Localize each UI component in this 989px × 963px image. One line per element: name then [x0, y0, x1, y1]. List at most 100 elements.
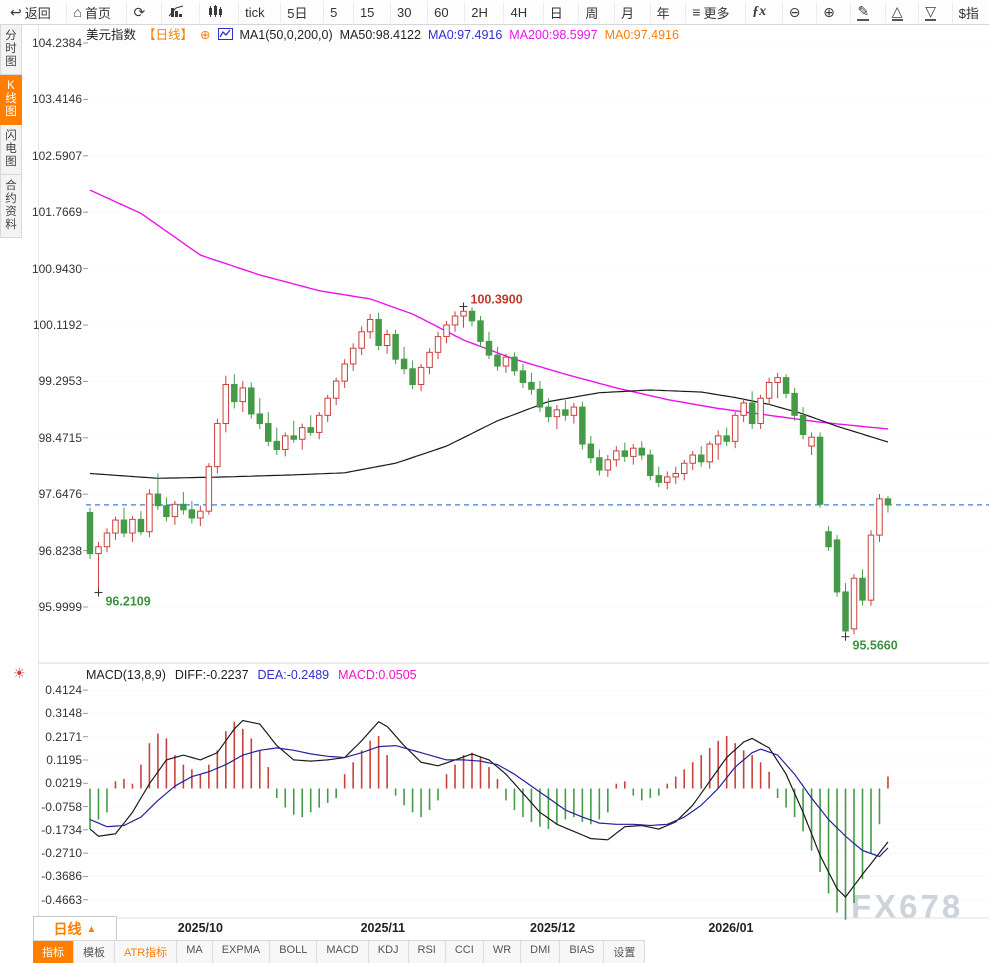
axis-tick-label: 103.4146 [31, 92, 82, 107]
candle-body [587, 443, 595, 459]
candle-body [825, 531, 832, 548]
add-indicator-icon[interactable]: ⊕ [200, 28, 211, 42]
bottom-tab-wr[interactable]: WR [483, 941, 522, 963]
candle-body [120, 519, 128, 534]
period-day-button[interactable]: 日 [542, 1, 569, 23]
candle-body [680, 462, 688, 475]
candle-body [392, 334, 399, 360]
candle-body [757, 397, 764, 425]
more-button[interactable]: ≡ 更多 [685, 1, 735, 23]
zoom-out-button[interactable]: ⊖ [781, 1, 807, 23]
candle-body [706, 443, 713, 463]
indicator-settings-icon[interactable]: ☀ [13, 665, 26, 681]
tick-button[interactable]: tick [238, 1, 271, 23]
bottom-tab-boll[interactable]: BOLL [270, 941, 318, 963]
indicator-tab-bar: 指标 模板 ATR指标 MA EXPMA BOLL MACD KDJ RSI CCI WR DMI BI… [33, 940, 646, 963]
area-chart-button[interactable] [160, 1, 190, 23]
zoom-in-button[interactable]: ⊕ [816, 1, 841, 23]
dollar-quote-button[interactable]: $指 [951, 1, 985, 23]
tab-lightning-chart[interactable]: 闪电图 [0, 125, 22, 175]
bottom-tab-atr[interactable]: ATR指标 [115, 941, 178, 963]
high-price-label: 100.3900 [471, 292, 523, 306]
candle-body [630, 447, 637, 457]
home-button[interactable]: ⌂ 首页 [66, 1, 116, 23]
triangle-up-button[interactable]: △ [884, 1, 909, 23]
bottom-tab-indicator[interactable]: 指标 [33, 941, 74, 963]
fx-indicator-button[interactable]: ƒx [745, 1, 772, 23]
triangle-down-button[interactable]: ▽ [918, 1, 942, 23]
fx678-watermark: FX678 [851, 888, 964, 925]
bottom-tab-expma[interactable]: EXPMA [212, 941, 271, 963]
tab-contract-info[interactable]: 合约资料 [0, 175, 22, 238]
draw-button[interactable]: ✎ [850, 1, 875, 23]
low-price-label-jan: 95.5660 [853, 639, 898, 653]
candle-body [816, 436, 824, 505]
tab-time-chart[interactable]: 分时图 [0, 25, 22, 75]
axis-tick-label: 96.8238 [38, 543, 82, 558]
back-button[interactable]: ↩ 返回 [10, 4, 51, 21]
ma-params: MA1(50,0,200,0) [239, 28, 333, 42]
candle-body [103, 532, 111, 548]
candle-body [434, 336, 442, 353]
period-5-button[interactable]: 5 [323, 1, 343, 23]
bottom-tab-macd[interactable]: MACD [317, 941, 369, 963]
axis-tick-label: 0.2171 [45, 729, 82, 744]
candle-body [740, 402, 747, 416]
candle-body [723, 435, 730, 442]
candle-body [697, 454, 705, 463]
axis-tick-label: 97.6476 [38, 487, 82, 502]
line [89, 719, 889, 899]
tab-kline-chart[interactable]: K线图 [0, 75, 22, 125]
period-month-button[interactable]: 月 [614, 1, 640, 23]
axis-tick-label: 100.9430 [31, 261, 82, 276]
candle-body [341, 363, 348, 382]
line [89, 389, 889, 479]
ma0-blue-value: MA0:97.4916 [427, 28, 503, 42]
bottom-tab-kdj[interactable]: KDJ [368, 941, 409, 963]
candle-body [375, 318, 382, 346]
bottom-tab-settings[interactable]: 设置 [604, 941, 646, 963]
dea-value: DEA:-0.2489 [257, 668, 330, 682]
bottom-tab-ma[interactable]: MA [177, 941, 213, 963]
period-year-button[interactable]: 年 [649, 1, 676, 23]
candle-body [443, 324, 450, 338]
period-60-button[interactable]: 60 [427, 1, 454, 23]
candle-body [842, 591, 849, 632]
axis-tick-label: 99.2953 [38, 374, 82, 389]
candle-body [205, 466, 213, 512]
candle-body [222, 384, 230, 425]
candle-body [876, 498, 883, 536]
candle-body [672, 473, 679, 478]
bottom-tab-rsi[interactable]: RSI [408, 941, 446, 963]
period-30-button[interactable]: 30 [390, 1, 417, 23]
candle-body [664, 476, 671, 483]
bottom-tab-dmi[interactable]: DMI [521, 941, 561, 963]
candle-body [214, 423, 221, 468]
low-price-label-sep: 96.2109 [105, 595, 150, 609]
candle-body [545, 406, 552, 418]
bottom-tab-bias[interactable]: BIAS [560, 941, 605, 963]
refresh-button[interactable]: ⟳ [126, 1, 151, 23]
candlestick-chart-button[interactable] [199, 1, 228, 23]
period-week-button[interactable]: 周 [578, 1, 604, 23]
period-15-button[interactable]: 15 [352, 1, 380, 23]
bottom-tab-template[interactable]: 模板 [74, 941, 115, 963]
candle-body [519, 370, 527, 383]
axis-tick-label: 98.4715 [38, 430, 82, 445]
candle-body [714, 435, 722, 445]
candle-body [468, 310, 476, 322]
candle-body [596, 457, 603, 471]
candle-body [315, 414, 323, 433]
candle-body [366, 318, 374, 333]
period-2h-button[interactable]: 2H [464, 1, 494, 23]
period-4h-button[interactable]: 4H [503, 1, 533, 23]
caret-up-icon: ▲ [86, 923, 97, 935]
period-badge[interactable]: 【日线】 [143, 28, 194, 42]
candle-body [655, 475, 663, 483]
period-5d-button[interactable]: 5日 [280, 1, 313, 23]
bottom-tab-cci[interactable]: CCI [445, 941, 484, 963]
candle-body [859, 577, 866, 601]
period-dropdown[interactable]: 日线 ▲ [33, 916, 117, 942]
